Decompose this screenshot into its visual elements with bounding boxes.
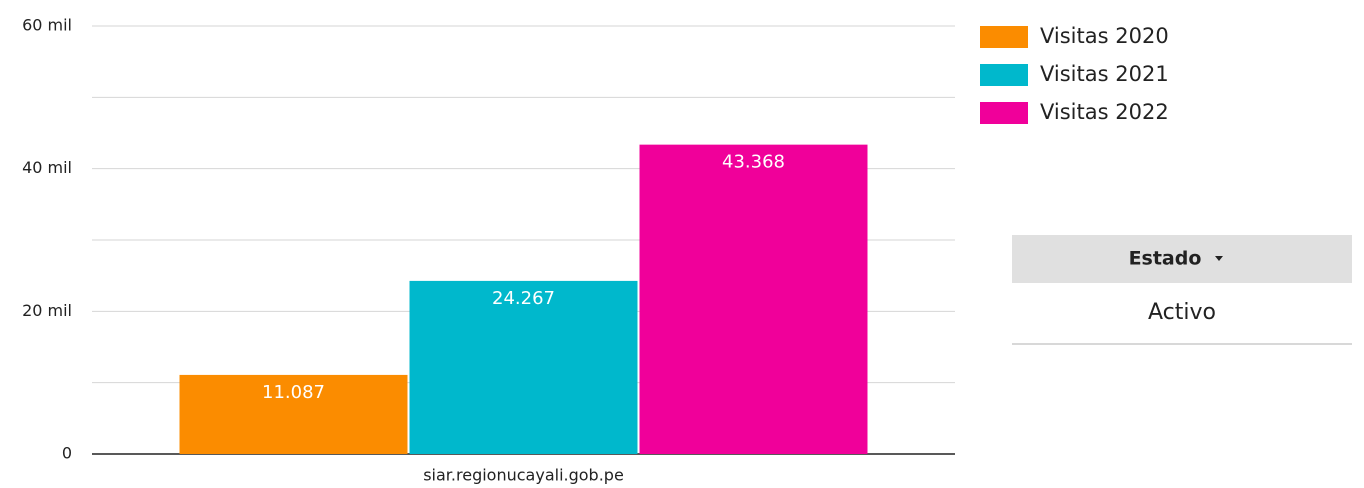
table-cell: Activo — [1148, 300, 1216, 325]
bar — [639, 144, 868, 454]
y-tick-label: 40 mil — [22, 158, 72, 177]
legend-swatch — [980, 64, 1028, 86]
value-label: 11.087 — [262, 382, 325, 403]
legend-label: Visitas 2020 — [1040, 24, 1169, 48]
y-tick-label: 20 mil — [22, 301, 72, 320]
value-label: 24.267 — [492, 288, 555, 309]
value-label: 43.368 — [722, 152, 785, 173]
legend-label: Visitas 2021 — [1040, 62, 1169, 86]
legend-label: Visitas 2022 — [1040, 100, 1169, 124]
table-header-bg — [1012, 235, 1352, 283]
sort-arrow[interactable] — [1215, 256, 1223, 261]
bar — [179, 374, 408, 454]
table-header[interactable]: Estado — [1129, 248, 1202, 270]
y-tick-label: 0 — [62, 444, 72, 463]
y-tick-label: 60 mil — [22, 16, 72, 35]
bar — [409, 280, 638, 454]
legend-swatch — [980, 26, 1028, 48]
legend-swatch — [980, 102, 1028, 124]
x-tick-label: siar.regionucayali.gob.pe — [423, 466, 624, 485]
